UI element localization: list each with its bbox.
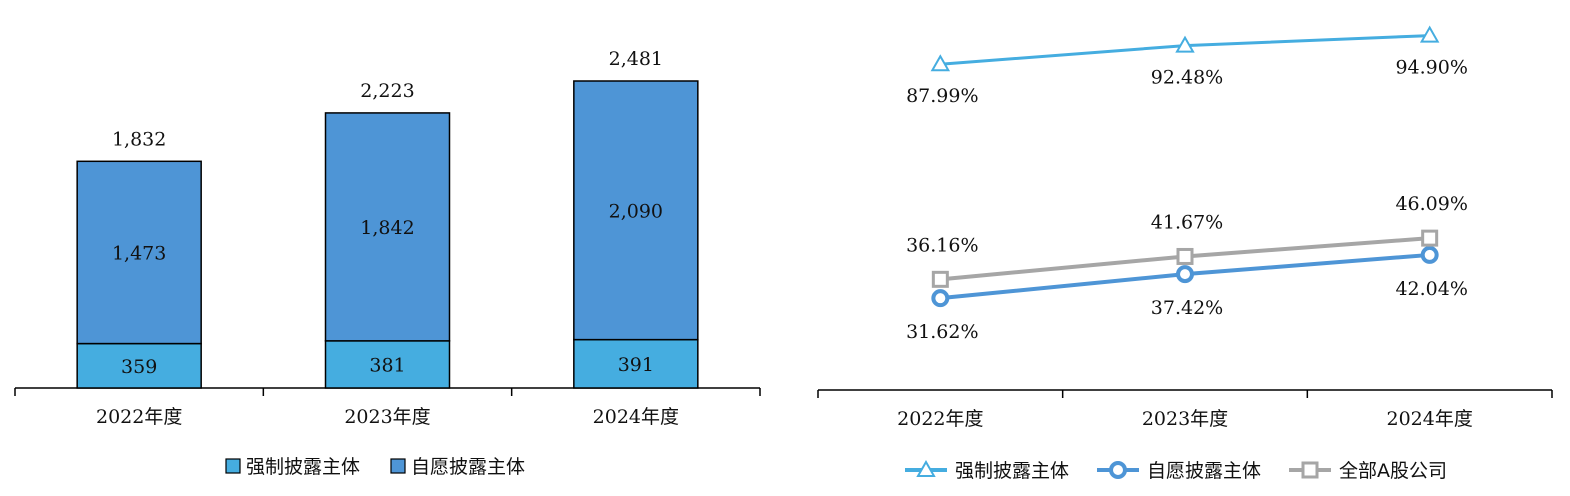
x-tick-label: 2022年度 xyxy=(96,406,182,428)
data-label: 2,090 xyxy=(609,200,663,222)
x-tick-label: 2023年度 xyxy=(1142,408,1228,430)
legend-marker xyxy=(1301,461,1319,479)
bar-segment-voluntary xyxy=(324,112,451,342)
data-point xyxy=(1176,265,1194,284)
data-point xyxy=(931,270,949,288)
data-point xyxy=(1175,35,1195,53)
x-tick-label: 2023年度 xyxy=(344,406,430,428)
legend-swatch xyxy=(225,458,241,474)
legend-label: 自愿披露主体 xyxy=(1147,460,1261,482)
legend-marker xyxy=(916,459,936,477)
data-label: 31.62% xyxy=(906,321,978,343)
total-label: 2,481 xyxy=(609,48,663,70)
legend-label: 强制披露主体 xyxy=(246,456,360,478)
x-tick-label: 2024年度 xyxy=(593,406,679,428)
x-tick-label: 2022年度 xyxy=(897,408,983,430)
stacked-bar-chart: 359 1,473 1,832 2022年度 381 1,842 2,223 2023年度 39… xyxy=(14,48,761,478)
bar-segment-voluntary xyxy=(573,80,699,341)
bar-segment-voluntary xyxy=(76,160,202,345)
data-label: 381 xyxy=(369,354,405,376)
data-label: 46.09% xyxy=(1395,193,1467,215)
legend-label: 全部A股公司 xyxy=(1339,460,1447,482)
total-label: 1,832 xyxy=(112,128,166,150)
data-label: 36.16% xyxy=(906,234,978,256)
data-point xyxy=(930,54,951,72)
data-label: 359 xyxy=(121,356,157,378)
total-label: 2,223 xyxy=(360,80,414,102)
data-point xyxy=(1421,229,1439,247)
data-label: 1,842 xyxy=(360,217,414,239)
data-label: 391 xyxy=(618,354,654,376)
data-label: 92.48% xyxy=(1151,67,1223,89)
data-label: 1,473 xyxy=(112,242,166,264)
data-point xyxy=(1420,245,1439,264)
data-point xyxy=(1176,247,1194,265)
bar-segment-mandatory xyxy=(76,342,202,389)
data-label: 42.04% xyxy=(1395,278,1467,300)
data-label: 37.42% xyxy=(1151,297,1223,319)
data-point xyxy=(1419,25,1440,43)
legend-swatch xyxy=(390,458,406,474)
legend-marker xyxy=(1109,461,1127,479)
data-label: 87.99% xyxy=(906,85,978,107)
legend-label: 自愿披露主体 xyxy=(411,456,525,478)
x-tick-label: 2024年度 xyxy=(1386,408,1472,430)
data-label: 41.67% xyxy=(1151,211,1223,233)
data-label: 94.90% xyxy=(1395,57,1467,79)
line-chart: 2022年度 2023年度 2024年度 87.99% 92.48% 94.90% 31.6… xyxy=(817,25,1553,482)
legend-label: 强制披露主体 xyxy=(955,460,1069,482)
data-point xyxy=(931,289,950,308)
